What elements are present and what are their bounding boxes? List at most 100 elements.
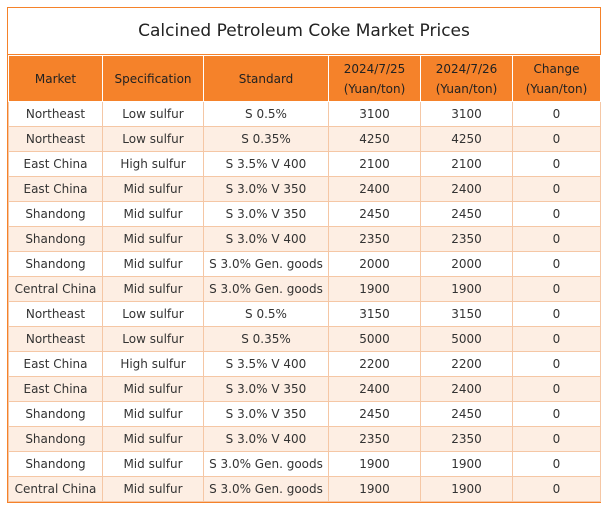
table-cell: 2000 [328, 251, 421, 277]
table-cell: S 0.5% [203, 301, 329, 327]
table-cell: 2400 [420, 376, 513, 402]
table-cell: East China [8, 151, 103, 177]
table-cell: Central China [8, 276, 103, 302]
header-text: Standard [238, 71, 294, 86]
table-cell: 0 [512, 376, 601, 402]
table-cell: 0 [512, 201, 601, 227]
table-cell: 2400 [328, 376, 421, 402]
header-text: Specification [114, 71, 192, 86]
table-row: Shandong Mid sulfur S 3.0% V 400 2350 2350 0 [8, 426, 601, 452]
table-cell: 2000 [420, 251, 513, 277]
table-cell: East China [8, 176, 103, 202]
table-cell: Low sulfur [102, 301, 204, 327]
table-cell: Shandong [8, 251, 103, 277]
table-cell: 5000 [328, 326, 421, 352]
table-cell: 3150 [420, 301, 513, 327]
header-text: 2024/7/25 [343, 61, 406, 76]
table-cell: S 3.5% V 400 [203, 151, 329, 177]
header-cell: 2024/7/26 (Yuan/ton) [420, 55, 513, 102]
table-cell: Mid sulfur [102, 476, 204, 502]
table-cell: 2450 [328, 401, 421, 427]
header-cell: Standard [203, 55, 329, 102]
table-cell: Mid sulfur [102, 401, 204, 427]
table-cell: 0 [512, 351, 601, 377]
table-cell: S 3.0% Gen. goods [203, 476, 329, 502]
table-cell: 4250 [328, 126, 421, 152]
header-text: (Yuan/ton) [525, 81, 588, 96]
table-row: Central China Mid sulfur S 3.0% Gen. goods… [8, 476, 601, 502]
header-text: Change [533, 61, 580, 76]
table-cell: 1900 [328, 476, 421, 502]
table-cell: 3100 [328, 101, 421, 127]
table-cell: Mid sulfur [102, 201, 204, 227]
table-cell: 0 [512, 176, 601, 202]
table-cell: 2350 [420, 226, 513, 252]
header-text: (Yuan/ton) [343, 81, 406, 96]
table-cell: 0 [512, 276, 601, 302]
table-cell: 0 [512, 301, 601, 327]
header-text: 2024/7/26 [435, 61, 498, 76]
table-cell: Northeast [8, 326, 103, 352]
table-row: Northeast Low sulfur S 0.35% 4250 4250 0 [8, 126, 601, 152]
table-cell: High sulfur [102, 351, 204, 377]
table-cell: Mid sulfur [102, 451, 204, 477]
table-cell: 0 [512, 101, 601, 127]
table-head: Market Specification Standard 2024/7/25 (Yua… [8, 55, 601, 102]
table-cell: Shandong [8, 426, 103, 452]
table-cell: S 3.0% Gen. goods [203, 451, 329, 477]
table-cell: Shandong [8, 401, 103, 427]
table-cell: 0 [512, 151, 601, 177]
table-row: East China Mid sulfur S 3.0% V 350 2400 2400… [8, 376, 601, 402]
table-row: Northeast Low sulfur S 0.5% 3150 3150 0 [8, 301, 601, 327]
table-row: East China High sulfur S 3.5% V 400 2200 220… [8, 351, 601, 377]
header-row: Market Specification Standard 2024/7/25 (Yua… [8, 55, 601, 102]
table-cell: 3150 [328, 301, 421, 327]
table-cell: 2450 [328, 201, 421, 227]
table-cell: 2350 [420, 426, 513, 452]
table-cell: S 0.5% [203, 101, 329, 127]
table-cell: 2100 [420, 151, 513, 177]
table-cell: Low sulfur [102, 101, 204, 127]
table-cell: 1900 [420, 476, 513, 502]
table-cell: East China [8, 376, 103, 402]
table-cell: 2200 [328, 351, 421, 377]
table-row: Shandong Mid sulfur S 3.0% V 400 2350 2350 0 [8, 226, 601, 252]
table-title: Calcined Petroleum Coke Market Prices [8, 8, 600, 55]
table-row: Shandong Mid sulfur S 3.0% Gen. goods 1900 1… [8, 451, 601, 477]
table-cell: S 3.0% V 350 [203, 176, 329, 202]
table-cell: Shandong [8, 226, 103, 252]
table-cell: 3100 [420, 101, 513, 127]
table-cell: 0 [512, 401, 601, 427]
table-cell: 2350 [328, 426, 421, 452]
table-body: Northeast Low sulfur S 0.5% 3100 3100 0 Northe… [8, 101, 601, 502]
table-cell: Central China [8, 476, 103, 502]
table-cell: Low sulfur [102, 326, 204, 352]
table-row: East China Mid sulfur S 3.0% V 350 2400 2400… [8, 176, 601, 202]
table-row: East China High sulfur S 3.5% V 400 2100 210… [8, 151, 601, 177]
table-cell: 2450 [420, 201, 513, 227]
table-cell: 0 [512, 226, 601, 252]
table-cell: Shandong [8, 201, 103, 227]
table-cell: S 3.0% Gen. goods [203, 251, 329, 277]
table-cell: 2350 [328, 226, 421, 252]
table-cell: Mid sulfur [102, 376, 204, 402]
table-cell: High sulfur [102, 151, 204, 177]
table-cell: 2400 [328, 176, 421, 202]
table-cell: 0 [512, 476, 601, 502]
table-cell: Mid sulfur [102, 276, 204, 302]
header-text: Market [34, 71, 77, 86]
price-table-panel: Calcined Petroleum Coke Market Prices Ma… [7, 7, 601, 503]
table-cell: S 3.0% V 350 [203, 401, 329, 427]
table-cell: S 0.35% [203, 326, 329, 352]
header-cell: Market [8, 55, 103, 102]
table-row: Northeast Low sulfur S 0.5% 3100 3100 0 [8, 101, 601, 127]
table-cell: East China [8, 351, 103, 377]
table-cell: Mid sulfur [102, 251, 204, 277]
table-cell: S 3.5% V 400 [203, 351, 329, 377]
table-cell: 0 [512, 451, 601, 477]
table-cell: Shandong [8, 451, 103, 477]
table-cell: 0 [512, 251, 601, 277]
table-cell: Northeast [8, 301, 103, 327]
table-cell: S 3.0% V 400 [203, 226, 329, 252]
